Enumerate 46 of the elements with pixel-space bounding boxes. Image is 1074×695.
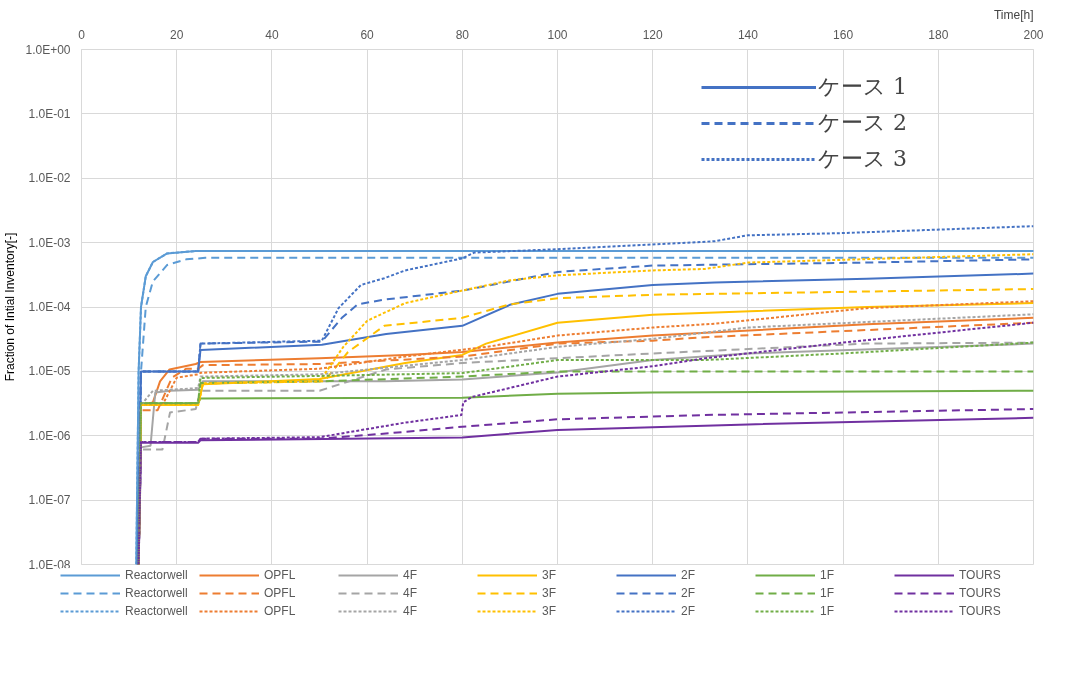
legend-label: Reactorwell <box>125 586 189 600</box>
legend-label: 3F <box>542 586 557 600</box>
legend-label: TOURS <box>959 586 1002 600</box>
legend-label: 4F <box>403 568 418 582</box>
legend-label: 2F <box>681 568 696 582</box>
x-tick-label: 40 <box>265 27 279 42</box>
x-tick-label: 0 <box>78 27 86 42</box>
y-tick-label: 1.0E-01 <box>28 106 71 121</box>
y-axis-title: Fraction of Intial Inventory[-] <box>3 232 18 382</box>
y-tick-label: 1.0E-02 <box>28 171 71 186</box>
legend-label: OPFL <box>264 568 297 582</box>
x-axis-title: Time[h] <box>993 7 1034 22</box>
legend-label: Reactorwell <box>125 568 189 582</box>
legend-label: Reactorwell <box>125 604 189 618</box>
y-tick-label: 1.0E-07 <box>28 493 71 508</box>
legend-label: 4F <box>403 604 418 618</box>
annotation: ケース 1 <box>818 73 907 101</box>
legend-label: 4F <box>403 586 418 600</box>
legend-label: 3F <box>542 604 557 618</box>
annotation: ケース 3 <box>818 145 907 173</box>
y-tick-label: 1.0E+00 <box>25 42 71 57</box>
legend-label: 1F <box>820 586 835 600</box>
legend-label: OPFL <box>264 586 297 600</box>
x-tick-label: 20 <box>170 27 184 42</box>
x-tick-label: 180 <box>928 27 949 42</box>
y-tick-label: 1.0E-06 <box>28 428 71 443</box>
x-tick-label: 160 <box>833 27 854 42</box>
legend-label: TOURS <box>959 604 1002 618</box>
x-tick-label: 140 <box>737 27 759 42</box>
x-tick-label: 120 <box>642 27 664 42</box>
x-tick-label: 80 <box>455 27 470 42</box>
y-tick-label: 1.0E-05 <box>28 364 71 379</box>
y-tick-label: 1.0E-03 <box>28 235 71 250</box>
annotation: ケース 2 <box>818 109 907 137</box>
legend-label: 2F <box>681 604 696 618</box>
legend-label: TOURS <box>959 568 1002 582</box>
x-tick-label: 60 <box>360 27 375 42</box>
x-tick-label: 200 <box>1023 27 1044 42</box>
legend-label: 1F <box>820 568 835 582</box>
legend-label: 3F <box>542 568 557 582</box>
x-tick-label: 100 <box>547 27 568 42</box>
legend-label: OPFL <box>264 604 297 618</box>
legend-label: 2F <box>681 586 696 600</box>
legend-label: 1F <box>820 604 835 618</box>
y-tick-label: 1.0E-08 <box>28 557 71 572</box>
y-tick-label: 1.0E-04 <box>28 300 71 314</box>
